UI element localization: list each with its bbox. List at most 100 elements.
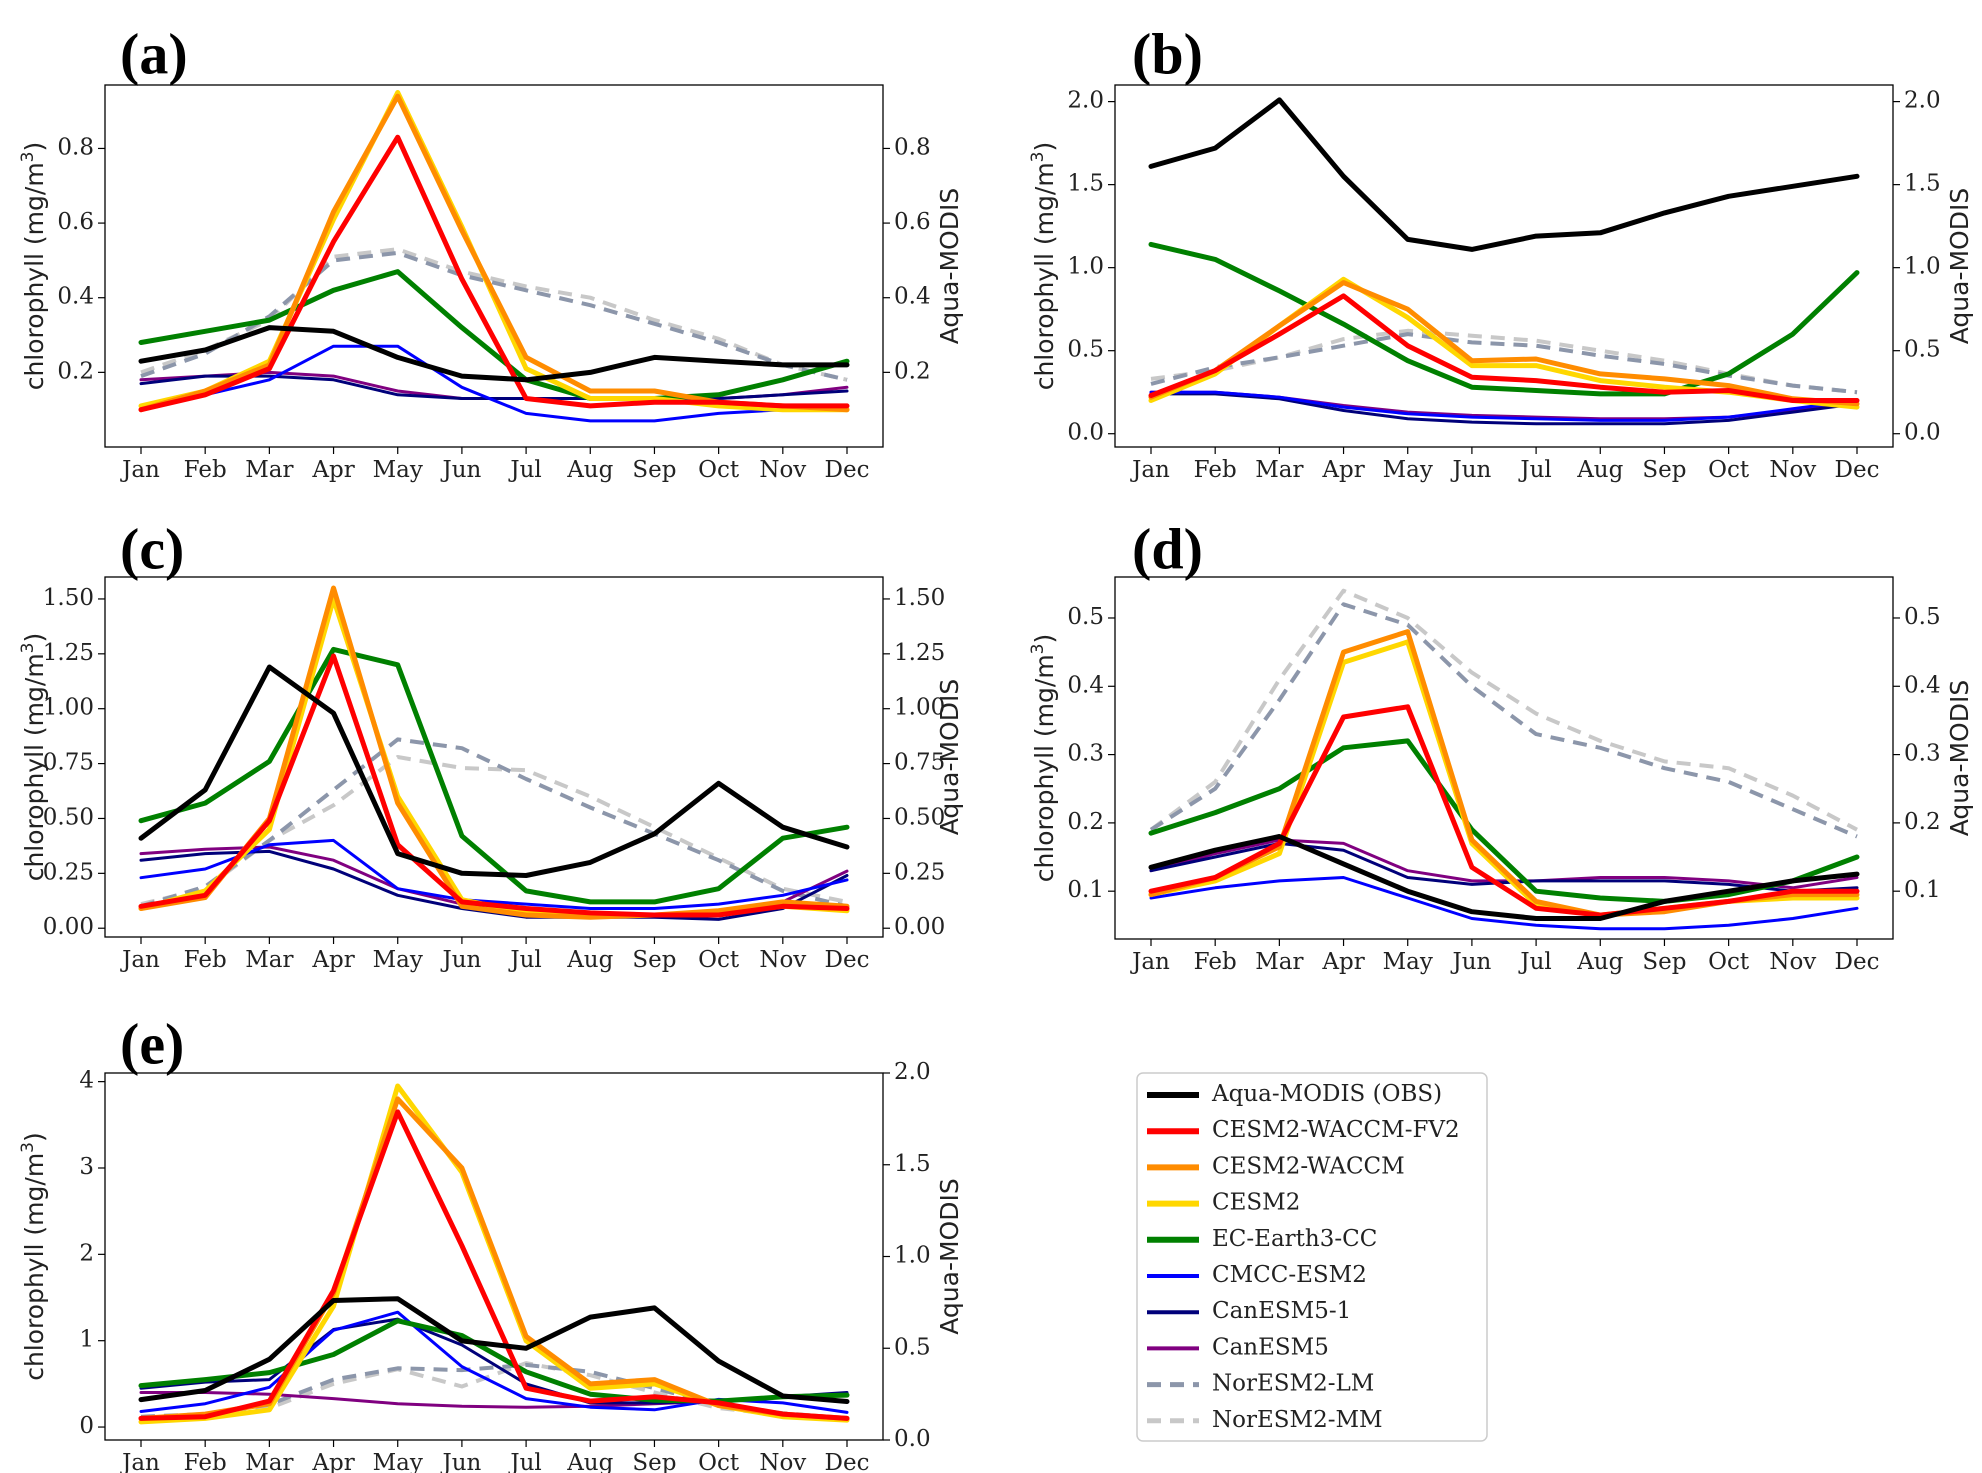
x-tick-label: Mar bbox=[245, 457, 293, 483]
series-group bbox=[138, 90, 850, 423]
series-line-cesm2-waccm-fv2 bbox=[138, 653, 850, 918]
series-line-cmcc-esm2 bbox=[139, 344, 849, 423]
y-tick-label: 1.50 bbox=[43, 585, 94, 611]
right-axis-title: Aqua-MODIS bbox=[1945, 680, 1974, 836]
panels-group: (a) Jan Feb Mar Apr May Jun Jul Aug Sep Oct Nov Dec 0… bbox=[18, 21, 1974, 1473]
series-line-ec-earth3-cc bbox=[1148, 738, 1860, 904]
y-tick-label: 0.0 bbox=[1067, 420, 1104, 446]
series-line-cesm2-waccm-fv2 bbox=[1148, 293, 1860, 403]
left-axis-title: chlorophyll (mg/m3) bbox=[1028, 634, 1059, 883]
y-tick-label: 0.8 bbox=[57, 134, 94, 160]
right-tick-label: 1.0 bbox=[894, 1243, 931, 1269]
series-line-aqua-modis-obs bbox=[138, 664, 850, 878]
right-tick-label: 0.5 bbox=[1904, 604, 1941, 630]
right-tick-label: 0.0 bbox=[894, 1426, 931, 1452]
panel-e: (e) Jan Feb Mar Apr May Jun Jul Aug Sep Oct Nov Dec 0… bbox=[18, 1011, 964, 1473]
y-tick-label: 0.6 bbox=[57, 209, 94, 235]
series-line-cesm2-waccm-fv2 bbox=[1148, 704, 1860, 918]
panel-b: (b) Jan Feb Mar Apr May Jun Jul Aug Sep Oct Nov Dec 0… bbox=[1028, 21, 1974, 483]
series-line-cesm2-waccm bbox=[1148, 280, 1860, 407]
x-tick-label: Jun bbox=[1450, 949, 1491, 975]
x-tick-label: Nov bbox=[759, 1450, 806, 1473]
x-tick-label: Dec bbox=[825, 947, 870, 973]
right-tick-label: 0.1 bbox=[1904, 877, 1941, 903]
left-axis-title: chlorophyll (mg/m3) bbox=[18, 142, 49, 391]
x-tick-label: Jun bbox=[1450, 457, 1491, 483]
x-tick-label: Aug bbox=[1576, 949, 1623, 975]
right-tick-label: 1.5 bbox=[894, 1151, 931, 1177]
panel-label: (e) bbox=[120, 1011, 184, 1076]
right-tick-label: 1.25 bbox=[894, 640, 945, 666]
series-line-canesm5-1 bbox=[1149, 841, 1859, 893]
y-tick-label: 3 bbox=[79, 1154, 94, 1180]
x-tick-label: Aug bbox=[1576, 457, 1623, 483]
x-tick-label: Jul bbox=[508, 947, 541, 973]
x-tick-label: Feb bbox=[184, 1450, 227, 1473]
y-tick-label: 0.3 bbox=[1067, 741, 1104, 767]
legend-entry-cesm2-waccm-fv2: CESM2-WACCM-FV2 bbox=[1147, 1117, 1460, 1143]
right-tick-label: 0.4 bbox=[894, 284, 931, 310]
x-tick-label: Dec bbox=[1835, 457, 1880, 483]
y-tick-label: 0.4 bbox=[1067, 672, 1104, 698]
right-tick-label: 0.75 bbox=[894, 750, 945, 776]
right-axis-title: Aqua-MODIS bbox=[1945, 188, 1974, 344]
x-tick-label: Mar bbox=[245, 1450, 293, 1473]
y-tick-label: 1.25 bbox=[43, 640, 94, 666]
legend-entry-noresm2-lm: NorESM2-LM bbox=[1147, 1371, 1374, 1397]
y-tick-label: 0.2 bbox=[57, 358, 94, 384]
right-tick-label: 0.2 bbox=[894, 358, 931, 384]
legend-entry-noresm2-mm: NorESM2-MM bbox=[1147, 1407, 1383, 1433]
right-axis-title: Aqua-MODIS bbox=[935, 679, 964, 835]
panel-label: (b) bbox=[1132, 21, 1203, 86]
x-tick-label: Apr bbox=[311, 1450, 354, 1473]
x-tick-label: Apr bbox=[311, 947, 354, 973]
series-line-noresm2-lm bbox=[1150, 332, 1858, 395]
x-tick-label: Jan bbox=[120, 1450, 160, 1473]
x-tick-label: Oct bbox=[698, 1450, 740, 1473]
y-tick-label: 0.4 bbox=[57, 284, 94, 310]
x-tick-label: Dec bbox=[1835, 949, 1880, 975]
legend-label: CMCC-ESM2 bbox=[1212, 1262, 1367, 1288]
series-line-noresm2-mm bbox=[140, 247, 848, 382]
x-tick-label: Nov bbox=[759, 457, 806, 483]
x-tick-label: Oct bbox=[1708, 457, 1750, 483]
right-tick-label: 0.8 bbox=[894, 134, 931, 160]
y-tick-label: 1.00 bbox=[43, 695, 94, 721]
right-tick-label: 0.5 bbox=[894, 1334, 931, 1360]
plot-frame bbox=[104, 84, 884, 448]
series-line-canesm5 bbox=[1149, 838, 1859, 890]
right-tick-label: 1.5 bbox=[1904, 171, 1941, 197]
x-tick-label: Jan bbox=[120, 457, 160, 483]
series-line-noresm2-lm bbox=[140, 250, 848, 382]
x-tick-label: Oct bbox=[698, 457, 740, 483]
panel-label: (a) bbox=[120, 21, 188, 86]
x-tick-label: Feb bbox=[1194, 949, 1237, 975]
y-tick-label: 1 bbox=[79, 1327, 94, 1353]
legend-label: EC-Earth3-CC bbox=[1212, 1226, 1377, 1252]
x-tick-label: May bbox=[373, 1450, 423, 1473]
series-line-cesm2-waccm-fv2 bbox=[138, 134, 850, 413]
y-tick-label: 4 bbox=[79, 1068, 94, 1094]
right-tick-label: 1.00 bbox=[894, 695, 945, 721]
series-line-aqua-modis-obs bbox=[1148, 97, 1860, 252]
x-tick-label: Dec bbox=[825, 457, 870, 483]
series-group bbox=[138, 585, 850, 921]
x-tick-label: Sep bbox=[632, 1450, 676, 1473]
x-tick-label: May bbox=[1383, 949, 1433, 975]
x-tick-label: May bbox=[373, 947, 423, 973]
x-tick-label: Jul bbox=[508, 457, 541, 483]
plot-frame bbox=[104, 576, 884, 938]
x-tick-label: Apr bbox=[311, 457, 354, 483]
legend-label: NorESM2-MM bbox=[1212, 1407, 1383, 1433]
x-tick-label: Apr bbox=[1321, 457, 1364, 483]
right-tick-label: 0.0 bbox=[1904, 420, 1941, 446]
left-axis-title: chlorophyll (mg/m3) bbox=[1028, 142, 1059, 391]
series-line-cmcc-esm2 bbox=[1149, 876, 1859, 931]
right-tick-label: 2.0 bbox=[894, 1059, 931, 1085]
panel-label: (c) bbox=[120, 516, 184, 581]
x-tick-label: Jul bbox=[1518, 457, 1551, 483]
legend-label: NorESM2-LM bbox=[1212, 1371, 1374, 1397]
series-line-cmcc-esm2 bbox=[139, 838, 849, 910]
series-line-aqua-modis-obs bbox=[1148, 834, 1860, 921]
